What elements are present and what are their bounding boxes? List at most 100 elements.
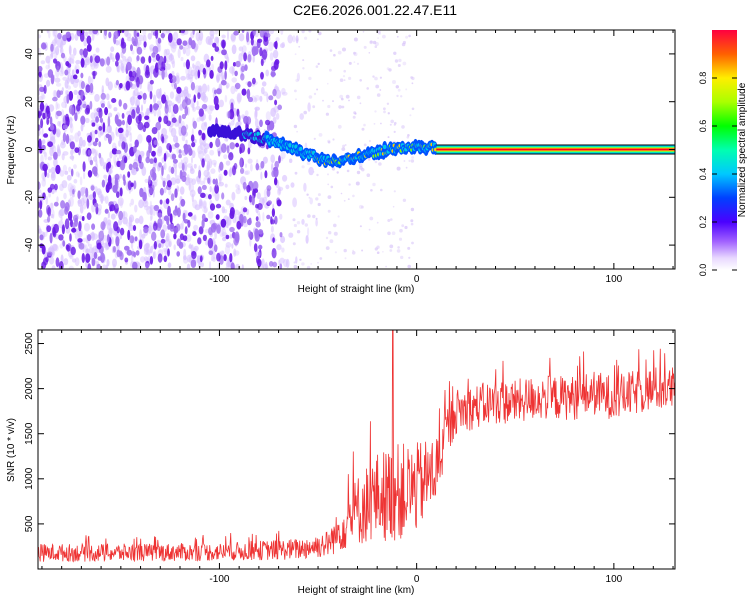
noise-dot	[317, 193, 321, 197]
noise-blob	[213, 244, 218, 253]
noise-blob	[296, 72, 300, 82]
noise-dot	[343, 69, 347, 73]
noise-blob	[40, 60, 46, 65]
noise-blob	[104, 208, 109, 214]
noise-blob	[201, 184, 207, 190]
noise-dot	[411, 76, 415, 81]
noise-dot	[410, 222, 414, 226]
noise-blob	[234, 82, 241, 90]
noise-blob	[87, 149, 91, 156]
noise-blob	[193, 94, 196, 103]
noise-blob	[135, 99, 140, 108]
noise-blob	[223, 154, 228, 160]
noise-blob	[206, 161, 210, 171]
noise-blob	[69, 187, 72, 197]
noise-blob	[231, 243, 234, 249]
noise-blob	[42, 175, 46, 182]
noise-blob	[80, 94, 84, 100]
noise-dot	[304, 36, 308, 40]
noise-blob	[131, 50, 135, 55]
noise-blob	[152, 45, 159, 55]
noise-blob	[63, 258, 69, 266]
noise-dot	[327, 209, 331, 213]
noise-blob	[201, 158, 205, 168]
noise-blob	[238, 33, 245, 42]
noise-dot	[387, 219, 391, 222]
noise-dot	[361, 205, 364, 209]
noise-blob	[43, 133, 49, 138]
noise-blob	[131, 109, 136, 119]
noise-blob	[118, 218, 123, 226]
noise-blob	[107, 174, 112, 185]
noise-dot	[399, 228, 403, 233]
noise-blob	[80, 72, 84, 79]
noise-blob	[110, 213, 116, 220]
noise-blob	[207, 211, 214, 219]
noise-blob	[92, 191, 96, 200]
noise-blob	[111, 98, 117, 103]
noise-blob	[303, 182, 307, 192]
noise-dot	[406, 136, 410, 139]
noise-dot	[382, 251, 384, 253]
noise-blob	[77, 199, 82, 204]
noise-blob	[225, 265, 230, 269]
noise-blob	[255, 163, 260, 171]
noise-blob	[87, 135, 92, 143]
noise-blob	[82, 48, 88, 58]
noise-dot	[351, 251, 356, 255]
noise-blob	[203, 201, 207, 210]
noise-blob	[135, 115, 142, 125]
noise-dot	[372, 40, 377, 45]
noise-blob	[125, 61, 132, 71]
noise-blob	[69, 254, 74, 260]
noise-blob	[71, 258, 77, 263]
noise-dot	[327, 195, 332, 200]
noise-dot	[376, 221, 379, 224]
noise-blob	[43, 151, 47, 157]
noise-dot	[302, 67, 305, 70]
noise-blob	[168, 238, 172, 248]
noise-blob	[62, 164, 68, 172]
noise-blob	[252, 30, 256, 36]
noise-dot	[315, 217, 318, 220]
noise-blob	[137, 95, 142, 100]
noise-dot	[301, 165, 305, 169]
noise-blob	[171, 70, 175, 76]
noise-blob	[40, 89, 45, 100]
noise-blob	[167, 224, 171, 230]
noise-dot	[294, 171, 298, 175]
noise-blob	[228, 108, 235, 120]
noise-blob	[244, 195, 248, 201]
noise-blob	[145, 262, 150, 269]
noise-dot	[332, 138, 335, 141]
noise-blob	[272, 49, 279, 59]
noise-blob	[179, 186, 185, 195]
noise-blob	[149, 158, 154, 164]
noise-dot	[359, 79, 363, 82]
noise-dot	[377, 37, 379, 39]
noise-dot	[295, 98, 297, 101]
noise-blob	[170, 166, 175, 174]
noise-blob	[110, 177, 116, 186]
noise-dot	[303, 110, 308, 115]
noise-blob	[184, 226, 188, 235]
noise-blob	[215, 203, 222, 209]
noise-blob	[182, 40, 188, 46]
noise-blob	[38, 181, 41, 190]
noise-dot	[327, 183, 330, 186]
noise-blob	[229, 142, 235, 150]
noise-blob	[245, 163, 247, 168]
noise-blob	[157, 212, 163, 218]
noise-blob	[165, 198, 170, 205]
noise-blob	[53, 183, 58, 191]
noise-blob	[106, 93, 110, 101]
noise-blob	[229, 234, 233, 239]
noise-blob	[211, 63, 215, 71]
noise-blob	[107, 100, 111, 109]
noise-blob	[147, 81, 150, 90]
noise-dot	[317, 261, 319, 264]
noise-dot	[329, 239, 334, 244]
noise-blob	[85, 117, 90, 124]
noise-blob	[60, 216, 63, 221]
noise-blob	[230, 85, 236, 95]
